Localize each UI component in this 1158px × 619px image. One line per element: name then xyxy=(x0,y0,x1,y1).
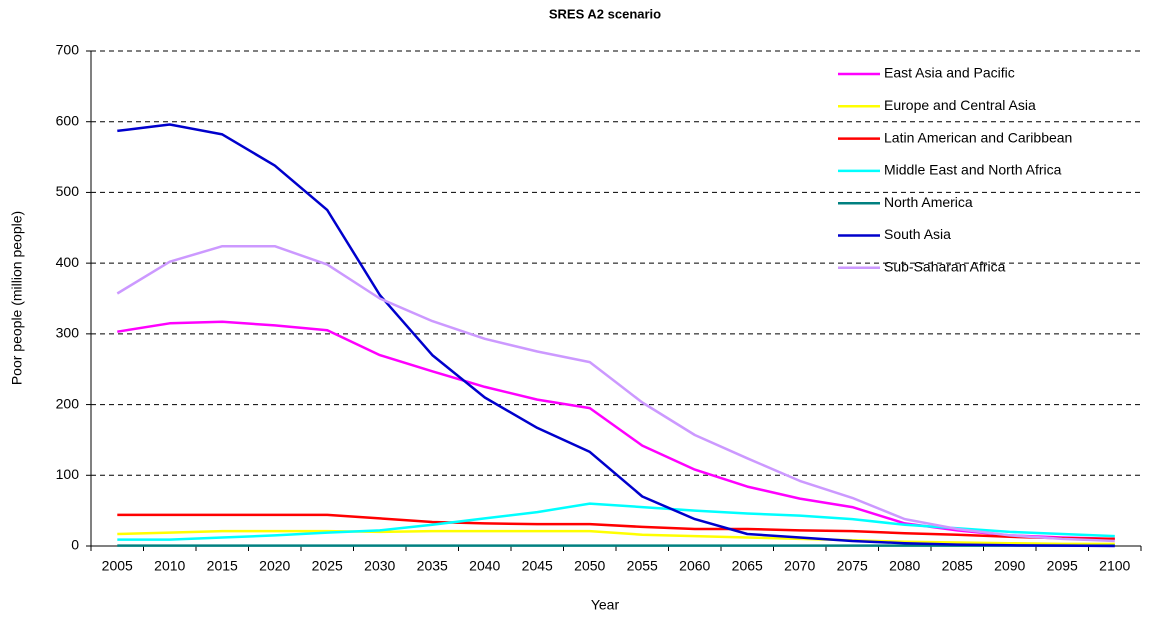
y-tick-label: 0 xyxy=(71,537,79,553)
x-tick-label: 2055 xyxy=(627,558,658,574)
legend-label: Middle East and North Africa xyxy=(884,162,1062,178)
legend-label: North America xyxy=(884,194,973,210)
series-line xyxy=(117,529,1115,546)
series-line xyxy=(117,320,1115,541)
y-tick-label: 100 xyxy=(56,466,80,482)
x-tick-label: 2040 xyxy=(469,558,500,574)
y-tick-label: 500 xyxy=(56,183,80,199)
x-tick-label: 2010 xyxy=(154,558,185,574)
legend-label: South Asia xyxy=(884,226,951,242)
legend-label: East Asia and Pacific xyxy=(884,65,1015,81)
legend-label: Sub-Saharan Africa xyxy=(884,259,1006,275)
x-tick-label: 2035 xyxy=(417,558,448,574)
x-tick-label: 2060 xyxy=(679,558,710,574)
x-tick-label: 2065 xyxy=(732,558,763,574)
chart-title: SRES A2 scenario xyxy=(549,6,661,21)
x-tick-label: 2015 xyxy=(207,558,238,574)
y-tick-label: 200 xyxy=(56,395,80,411)
x-tick-label: 2070 xyxy=(784,558,815,574)
x-tick-label: 2075 xyxy=(837,558,868,574)
x-tick-label: 2005 xyxy=(102,558,133,574)
series-line xyxy=(116,244,1115,543)
x-tick-label: 2095 xyxy=(1047,558,1078,574)
x-tick-label: 2030 xyxy=(364,558,395,574)
y-tick-label: 700 xyxy=(56,42,80,58)
x-tick-label: 2100 xyxy=(1099,558,1130,574)
x-tick-label: 2045 xyxy=(522,558,553,574)
x-tick-label: 2085 xyxy=(942,558,973,574)
x-axis-label: Year xyxy=(591,597,620,613)
x-tick-label: 2025 xyxy=(312,558,343,574)
y-tick-label: 300 xyxy=(56,325,80,341)
y-tick-label: 600 xyxy=(56,112,80,128)
x-tick-label: 2050 xyxy=(574,558,605,574)
series-line xyxy=(117,123,1115,548)
series-line xyxy=(117,513,1115,541)
x-tick-label: 2020 xyxy=(259,558,290,574)
x-tick-label: 2080 xyxy=(889,558,920,574)
y-axis-label: Poor people (million people) xyxy=(9,211,25,385)
x-tick-label: 2090 xyxy=(994,558,1025,574)
y-tick-label: 400 xyxy=(56,254,80,270)
legend-label: Latin American and Caribbean xyxy=(884,129,1072,145)
legend-label: Europe and Central Asia xyxy=(884,97,1036,113)
